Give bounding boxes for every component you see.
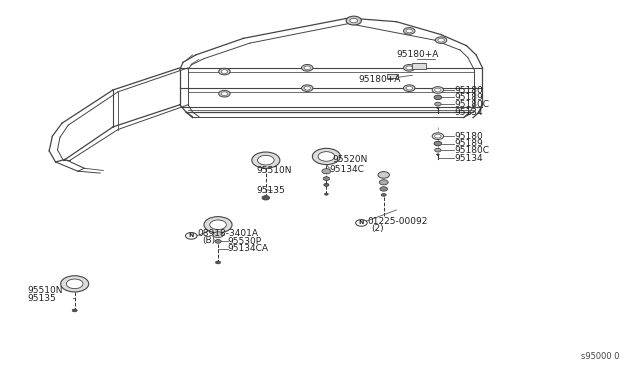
Text: 95134: 95134 — [454, 154, 483, 163]
Circle shape — [356, 219, 367, 226]
Circle shape — [322, 169, 331, 174]
Circle shape — [210, 220, 227, 230]
Circle shape — [406, 29, 412, 33]
Circle shape — [301, 85, 313, 92]
Circle shape — [213, 232, 223, 238]
Circle shape — [324, 183, 329, 186]
Text: 95189: 95189 — [454, 93, 483, 102]
Circle shape — [216, 261, 221, 264]
Text: 95520N: 95520N — [333, 154, 368, 164]
Text: s95000 0: s95000 0 — [581, 352, 620, 361]
Circle shape — [304, 86, 310, 90]
Text: 95135: 95135 — [256, 186, 285, 195]
Circle shape — [381, 193, 387, 196]
Text: 95180: 95180 — [454, 132, 483, 141]
Text: 95180+A: 95180+A — [396, 51, 439, 60]
Circle shape — [435, 37, 447, 44]
Circle shape — [301, 64, 313, 71]
Circle shape — [435, 134, 441, 138]
Text: N: N — [189, 233, 194, 238]
Circle shape — [324, 193, 328, 195]
Text: (2): (2) — [371, 224, 383, 233]
Circle shape — [215, 240, 221, 243]
Circle shape — [257, 155, 274, 165]
Circle shape — [318, 152, 335, 161]
Circle shape — [252, 152, 280, 168]
Text: 95135: 95135 — [27, 294, 56, 303]
Text: (B): (B) — [202, 236, 215, 245]
Circle shape — [221, 70, 228, 73]
Circle shape — [435, 88, 441, 92]
Circle shape — [304, 66, 310, 70]
Circle shape — [434, 141, 442, 146]
Circle shape — [432, 133, 444, 140]
Text: N: N — [359, 221, 364, 225]
Circle shape — [380, 187, 388, 191]
Circle shape — [61, 276, 89, 292]
Text: 95180: 95180 — [454, 86, 483, 94]
Circle shape — [67, 279, 83, 289]
Circle shape — [323, 177, 330, 180]
Circle shape — [219, 90, 230, 97]
Text: 95530P: 95530P — [228, 237, 262, 246]
Circle shape — [432, 87, 444, 93]
Text: 95180C: 95180C — [454, 146, 490, 155]
Circle shape — [72, 309, 77, 312]
Circle shape — [312, 148, 340, 164]
Circle shape — [221, 92, 228, 96]
Circle shape — [434, 95, 442, 100]
Circle shape — [435, 148, 441, 152]
Circle shape — [262, 196, 269, 200]
Text: 95510N: 95510N — [256, 166, 292, 174]
Text: 95189: 95189 — [454, 139, 483, 148]
Circle shape — [436, 107, 439, 109]
Text: 95134CA: 95134CA — [228, 244, 269, 253]
Text: 95134C: 95134C — [330, 165, 364, 174]
Circle shape — [219, 68, 230, 75]
Circle shape — [380, 180, 388, 185]
Circle shape — [435, 102, 441, 106]
Circle shape — [378, 171, 390, 178]
Text: 01225-00092: 01225-00092 — [368, 217, 428, 226]
Circle shape — [403, 28, 415, 34]
Circle shape — [403, 85, 415, 92]
Text: 95180+A: 95180+A — [358, 75, 401, 84]
Circle shape — [186, 232, 197, 239]
Text: 95134: 95134 — [454, 108, 483, 117]
Text: 95180C: 95180C — [454, 100, 490, 109]
Circle shape — [438, 38, 444, 42]
Circle shape — [406, 86, 412, 90]
Circle shape — [204, 217, 232, 233]
FancyBboxPatch shape — [412, 63, 426, 68]
FancyBboxPatch shape — [387, 74, 398, 78]
Text: 95510N: 95510N — [27, 286, 62, 295]
Circle shape — [350, 18, 358, 23]
Circle shape — [406, 66, 412, 70]
Text: 08918-3401A: 08918-3401A — [198, 230, 259, 238]
Circle shape — [436, 154, 439, 155]
Circle shape — [403, 64, 415, 71]
Circle shape — [346, 16, 362, 25]
